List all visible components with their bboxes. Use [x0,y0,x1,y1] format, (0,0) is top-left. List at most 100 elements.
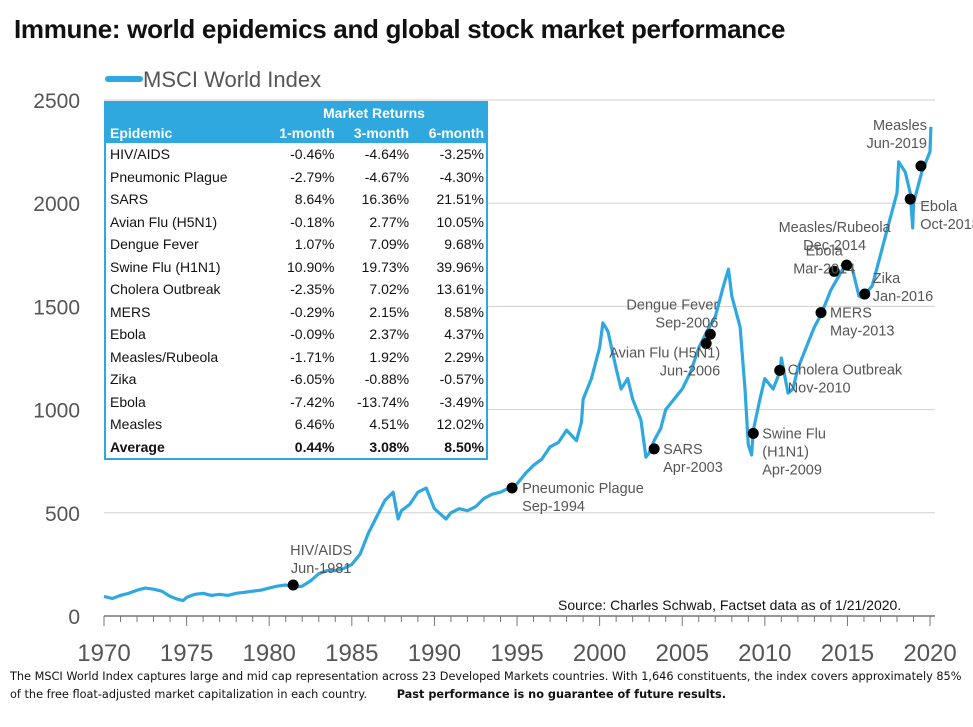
y-tick-label: 2000 [33,193,80,216]
table-cell-return: 2.77% [369,213,410,230]
annotation-label: Jan-2016 [873,289,933,305]
table-cell-epidemic: Ebola [110,393,146,410]
event-marker [915,160,927,172]
annotation-label: Apr-2003 [663,460,723,476]
legend: MSCI World Index [105,67,321,92]
market-returns-table: Market Returns Epidemic 1-month 3-month … [104,101,488,460]
source-note: Source: Charles Schwab, Factset data as … [558,597,902,613]
annotation-label: Nov-2010 [788,380,851,396]
x-tick-label: 2000 [573,640,626,667]
table-cell-epidemic: Dengue Fever [110,236,199,252]
x-tick-label: 1975 [160,640,213,667]
table-cell-epidemic: MERS [110,303,151,320]
table-group-header-row: Market Returns [105,102,487,123]
table-cell-epidemic: Zika [110,371,137,387]
table-row: Pneumonic Plague -2.79% -4.67% -4.30% [105,166,487,189]
annotation-label: Jun-1981 [291,561,351,577]
table-cell-return: 8.58% [444,303,484,320]
x-axis: 1970 1975 1980 1985 1990 1995 2000 2005 2010 2015… [77,615,957,667]
column-header-epidemic: Epidemic [105,123,262,143]
table-cell-return: -2.35% [290,281,335,297]
footnote: The MSCI World Index captures large and … [10,668,965,704]
table-cell-return: 2.15% [369,303,410,320]
table-cell-return: 16.36% [361,191,410,207]
table-cell-return: 2.29% [444,348,484,365]
event-marker [704,328,716,340]
annotation-label: Mar-2014 [793,261,855,277]
table-cell-return: 2.37% [369,326,410,342]
y-tick-label: 1500 [33,296,80,319]
table-cell-return: 13.61% [436,281,484,297]
table-cell-epidemic: Swine Flu (H1N1) [110,258,221,275]
table-row: Measles/Rubeola -1.71% 1.92% 2.29% [105,346,487,369]
table-row: MERS -0.29% 2.15% 8.58% [105,301,487,324]
event-marker [815,307,827,319]
table-row: SARS 8.64% 16.36% 21.51% [105,188,487,211]
table-cell-return: -0.09% [290,326,335,342]
x-tick-label: 2005 [656,640,709,667]
column-header-1-month: 1-month [261,123,337,143]
table-cell-return: 7.09% [369,236,410,252]
table-cell-return: -2.79% [290,168,335,185]
x-tick-label: 2015 [821,640,874,667]
event-marker [287,579,299,591]
table-cell-return: 1.92% [369,348,410,365]
event-marker [828,265,840,277]
annotation-label: May-2013 [830,324,894,340]
annotation-label: HIV/AIDS [290,543,352,559]
event-marker [859,288,871,300]
table-cell-epidemic: Avian Flu (H5N1) [110,213,218,230]
y-tick-label: 2500 [33,90,80,113]
x-tick-label: 1985 [325,640,378,667]
table-row: Avian Flu (H5N1) -0.18% 2.77% 10.05% [105,211,487,234]
table-cell-return: -0.18% [290,213,335,230]
table-cell-return: 9.68% [444,236,484,252]
annotation-label: Pneumonic Plague [522,481,644,497]
table-cell-return: 3.08% [369,438,410,455]
table-row-average: Average 0.44% 3.08% 8.50% [105,436,487,460]
annotation-layer: HIV/AIDS Jun-1981 Pneumonic Plague Sep-1994… [287,118,973,591]
table-cell-return: 0.44% [294,438,335,455]
table-cell-return: 8.64% [294,191,335,207]
annotation-label: SARS [663,442,703,458]
table-row: Cholera Outbreak -2.35% 7.02% 13.61% [105,278,487,301]
annotation-label: Dengue Fever [626,297,718,313]
table-cell-return: 1.07% [294,236,335,252]
y-tick-label: 1000 [33,400,80,423]
legend-label: MSCI World Index [143,67,321,92]
event-marker [747,427,759,439]
event-marker [841,259,853,271]
table-cell-return: 10.05% [436,213,484,230]
table-cell-return: -7.42% [290,393,335,410]
event-marker [506,482,518,494]
annotation-label: Jun-2006 [660,364,720,380]
table-cell-return: 4.37% [444,326,484,342]
column-header-6-month: 6-month [411,123,487,143]
annotation-label: Jun-2019 [866,136,926,152]
annotation-label: Measles/Rubeola [779,220,892,236]
annotation-label: Ebola [920,199,958,215]
annotation-label: Zika [873,271,901,287]
table-row: Zika -6.05% -0.88% -0.57% [105,368,487,391]
table-cell-return: -3.25% [439,146,484,162]
table-row: Measles 6.46% 4.51% 12.02% [105,413,487,436]
event-marker [904,193,916,205]
table-row: Dengue Fever 1.07% 7.09% 9.68% [105,233,487,256]
column-header-3-month: 3-month [336,123,412,143]
x-tick-label: 1980 [243,640,296,667]
table-cell-epidemic: Cholera Outbreak [110,281,221,297]
annotation-label: Measles [873,118,927,134]
table-cell-return: 39.96% [436,258,484,275]
table-cell-return: -3.49% [439,393,484,410]
annotation-label: Sep-1994 [522,499,585,515]
event-marker [648,443,660,455]
annotation-label: Oct-2018 [920,217,973,233]
table-row: Ebola -7.42% -13.74% -3.49% [105,391,487,414]
table-cell-return: 19.73% [361,258,410,275]
chart-title: Immune: world epidemics and global stock… [14,14,786,44]
x-tick-label: 2020 [903,640,956,667]
table-body: HIV/AIDS -0.46% -4.64% -3.25% Pneumonic Plag… [105,143,487,459]
table-cell-return: 10.90% [287,258,335,275]
table-cell-epidemic: HIV/AIDS [110,146,170,162]
table-group-header: Market Returns [261,102,487,123]
